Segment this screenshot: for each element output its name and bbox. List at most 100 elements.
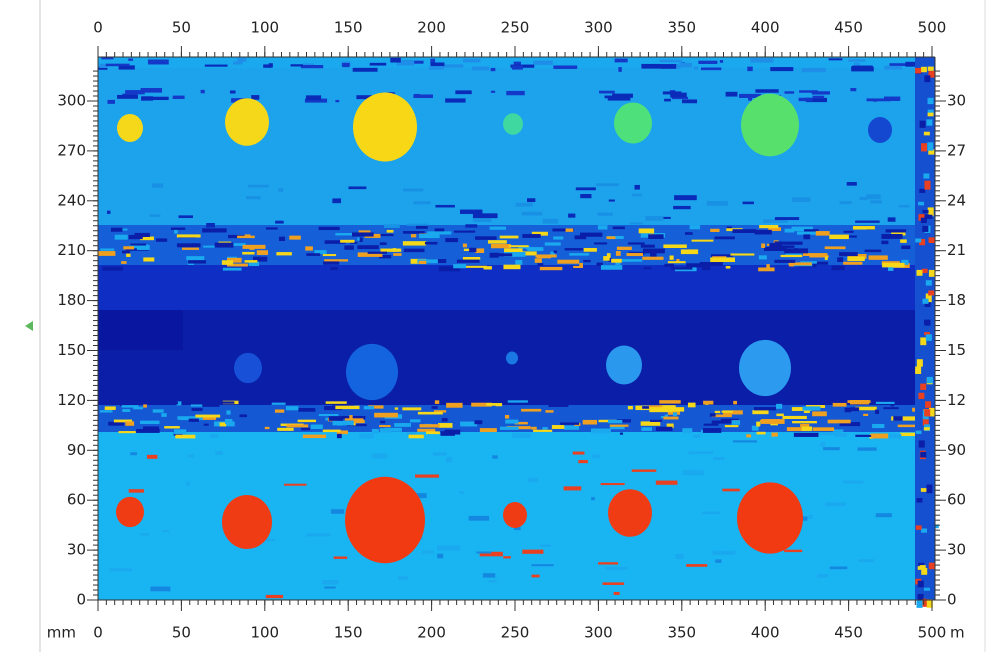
scan-region <box>222 260 233 265</box>
scan-region <box>926 119 932 125</box>
scan-region <box>627 253 643 256</box>
scan-region <box>884 97 900 101</box>
scan-region <box>821 442 825 446</box>
scan-region <box>792 421 817 423</box>
scan-region <box>688 403 696 408</box>
scan-region <box>174 429 186 434</box>
scan-region <box>193 243 198 245</box>
scan-region <box>816 262 828 265</box>
scan-region <box>418 412 443 415</box>
scan-region <box>568 214 575 218</box>
scan-region <box>920 565 926 569</box>
scan-region <box>476 551 491 553</box>
scan-region <box>565 248 584 250</box>
scan-region <box>515 260 522 265</box>
scan-region <box>898 425 916 428</box>
y-tick-label: 12 <box>947 391 966 409</box>
scan-region <box>918 581 924 588</box>
scan-region <box>760 420 776 422</box>
scan-region <box>109 568 132 571</box>
scan-region <box>808 515 812 519</box>
scan-region <box>427 231 451 234</box>
scan-region <box>883 407 898 409</box>
scan-region <box>617 247 632 250</box>
scan-region <box>370 63 387 66</box>
scan-region <box>599 91 615 94</box>
x-tick-label: 0 <box>93 624 103 642</box>
scan-region <box>664 264 674 267</box>
scan-region <box>206 223 215 228</box>
scan-region <box>813 96 825 99</box>
scan-region <box>922 269 928 273</box>
scan-region <box>825 246 846 249</box>
scan-region <box>360 237 363 241</box>
scan-region <box>265 427 270 429</box>
scan-region <box>598 213 613 216</box>
scan-region <box>415 474 439 477</box>
scan-region <box>100 410 113 412</box>
scan-region <box>454 231 475 233</box>
scan-region <box>460 210 482 214</box>
scan-region <box>123 246 134 249</box>
scan-region <box>648 234 663 239</box>
scan-region <box>406 224 428 226</box>
scan-region <box>98 265 935 310</box>
scan-region <box>925 401 931 408</box>
y-tick-label: 0 <box>947 591 957 609</box>
scan-region <box>445 98 465 102</box>
scan-region <box>731 420 740 425</box>
scan-region <box>237 236 255 238</box>
scan-region <box>569 253 589 255</box>
scan-region <box>275 221 284 224</box>
scan-region <box>920 121 926 128</box>
scan-region <box>437 554 443 559</box>
scan-region <box>533 430 552 432</box>
scan-region <box>615 59 628 63</box>
scan-region <box>774 260 795 263</box>
scan-region <box>491 91 495 93</box>
scan-region <box>492 455 498 458</box>
scan-region <box>645 216 663 221</box>
scan-region <box>311 425 323 429</box>
scan-region <box>505 420 518 424</box>
scan-region <box>644 267 651 269</box>
scan-region <box>607 253 611 258</box>
scan-region <box>554 251 557 253</box>
scan-region <box>466 266 487 268</box>
scan-region <box>342 63 349 67</box>
scan-region <box>435 228 445 231</box>
scan-region <box>531 427 537 430</box>
scan-region <box>115 235 128 240</box>
x-tick-label: 150 <box>334 624 363 642</box>
scan-region <box>263 64 271 67</box>
scan-indication <box>353 92 417 161</box>
scan-region <box>580 194 591 198</box>
scan-region <box>195 415 220 418</box>
scan-region <box>305 246 313 250</box>
scan-region <box>924 427 930 430</box>
scan-region <box>286 424 308 427</box>
scan-region <box>628 406 633 409</box>
scan-region <box>503 265 520 270</box>
scan-region <box>610 425 629 427</box>
scan-region <box>225 419 232 424</box>
scan-region <box>689 451 713 454</box>
scan-region <box>560 422 579 424</box>
scan-region <box>413 201 430 204</box>
scan-region <box>924 320 930 325</box>
scan-region <box>690 225 700 229</box>
scan-region <box>770 67 793 71</box>
scan-region <box>463 244 467 248</box>
scan-region <box>916 431 922 434</box>
scan-window: 0501001502002503003504004505000501001502… <box>0 0 998 652</box>
scan-region <box>889 63 907 66</box>
scan-region <box>663 417 678 420</box>
scan-region <box>566 228 574 231</box>
scan-region <box>509 245 529 247</box>
scan-region <box>632 194 642 196</box>
scan-region <box>715 559 721 562</box>
scan-region <box>153 409 164 412</box>
y-tick-label: 180 <box>57 291 86 309</box>
scan-region <box>425 242 437 245</box>
scan-region <box>668 261 686 263</box>
